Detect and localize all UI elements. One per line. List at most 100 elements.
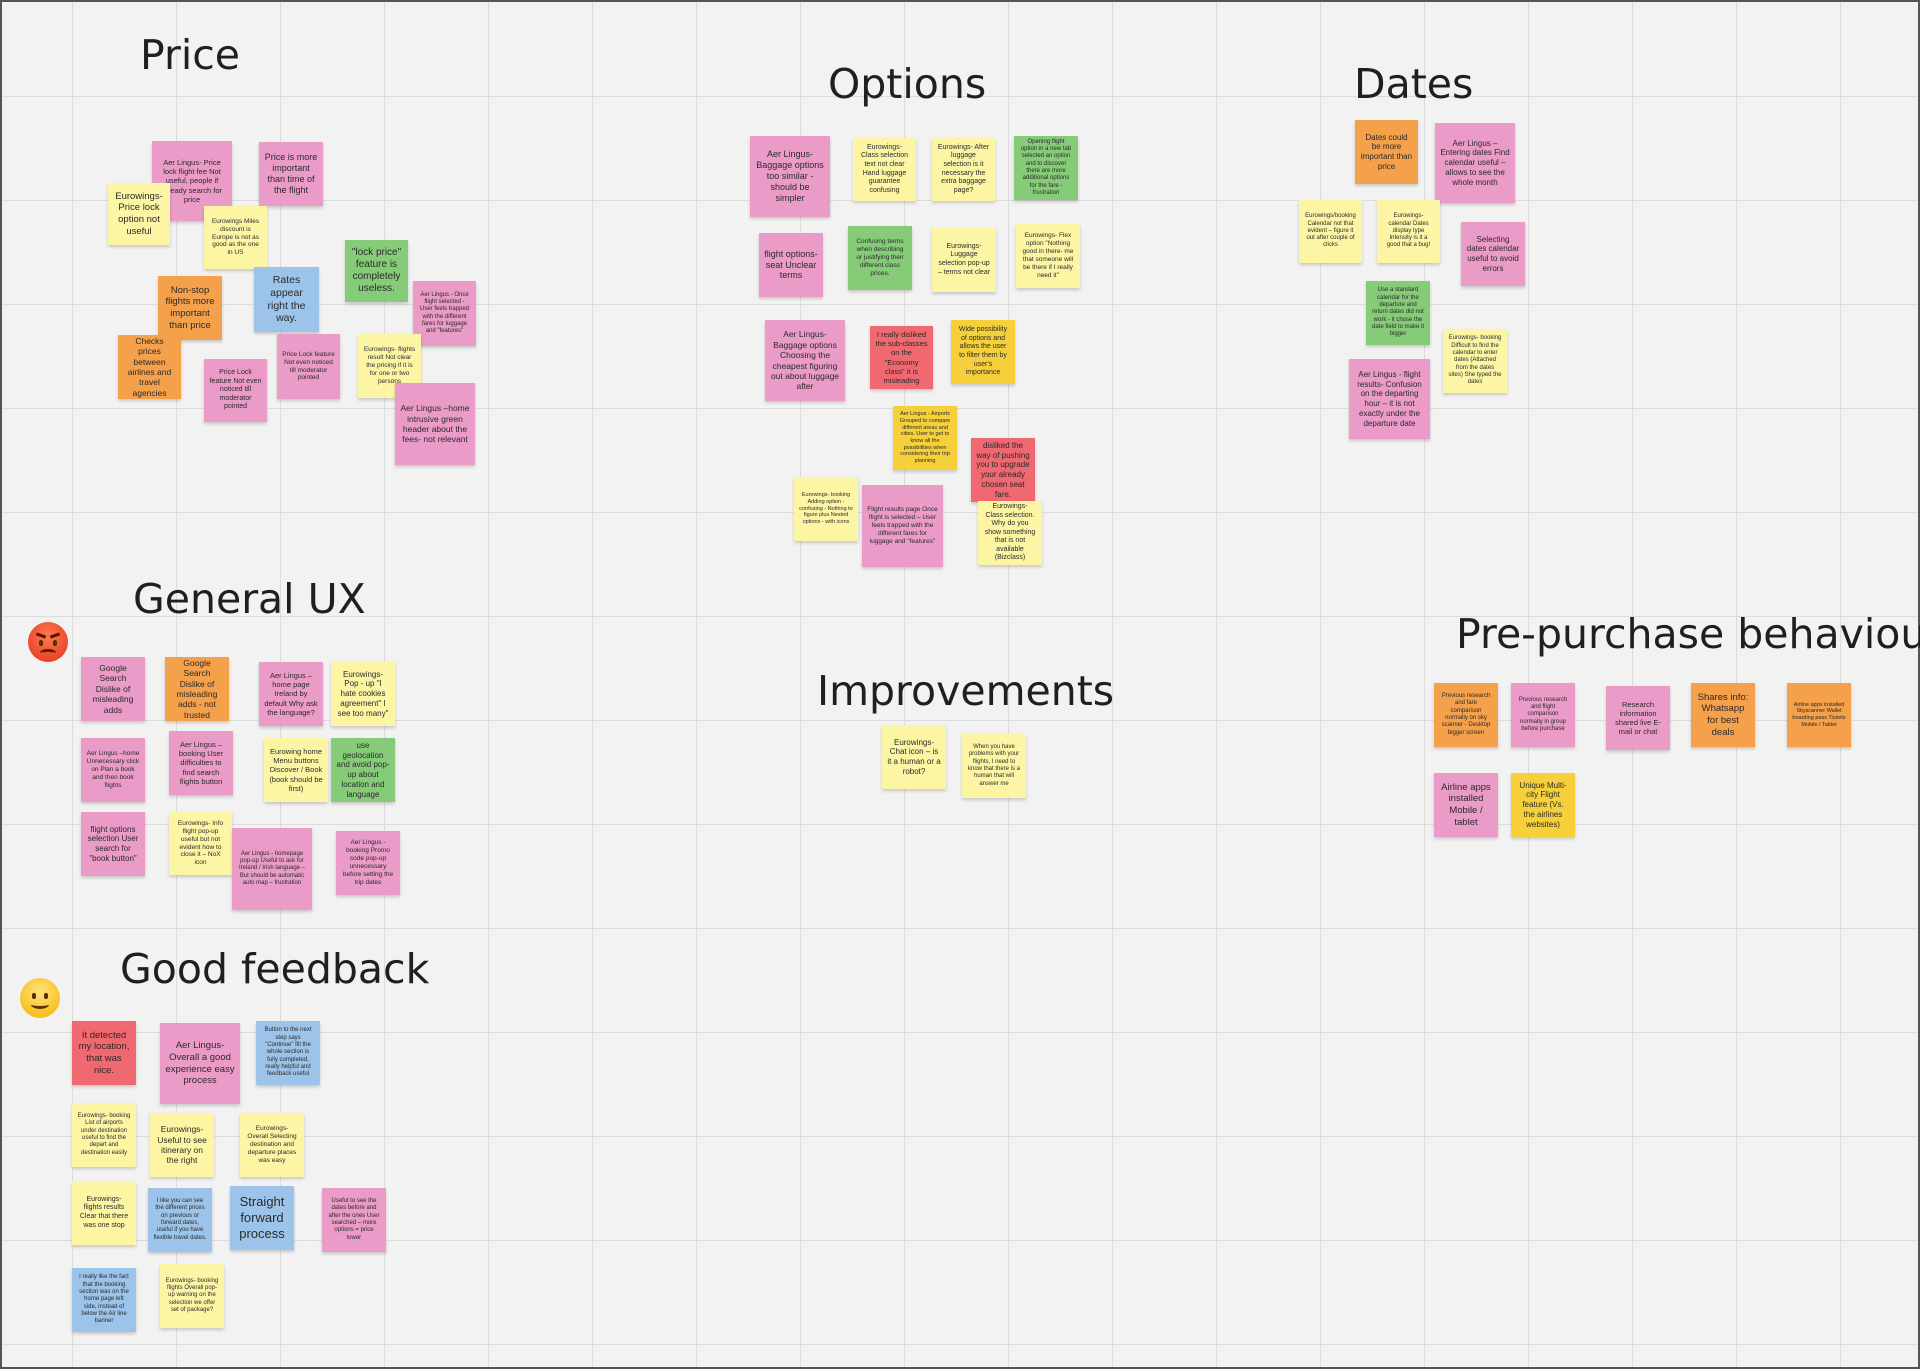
note-dates-3[interactable]: Eurowings/booking Calendar not that evid… — [1299, 200, 1362, 263]
note-options-16[interactable]: Eurowings- Class selection. Why do you s… — [978, 501, 1042, 565]
note-ux-9[interactable]: flight options selection User search for… — [81, 812, 145, 876]
note-text: Checks prices between airlines and trave… — [127, 335, 172, 398]
note-ux-12[interactable]: Aer Lingus - booking Promo code pop-up u… — [336, 831, 400, 895]
note-text: Eurowings- Useful to see itinerary on th… — [157, 1124, 207, 1166]
note-text: Eurowings- Price lock option not useful — [115, 190, 163, 237]
note-pre-5[interactable]: Airline apps installed Skyscanner Wallet… — [1787, 683, 1851, 747]
note-price-13[interactable]: Aer Lingus –home intrusive green header … — [395, 383, 475, 465]
note-text: Eurowings- calendar Dates display type I… — [1386, 213, 1431, 249]
note-price-10[interactable]: Price Lock feature Not even noticed till… — [204, 359, 267, 422]
note-dates-5[interactable]: Selecting dates calendar useful to avoid… — [1461, 222, 1525, 286]
note-improve-1[interactable]: Eurowings- Chat icon – is it a human or … — [882, 725, 946, 789]
note-text: Eurowing home Menu buttons Discover / Bo… — [269, 747, 323, 793]
note-price-3[interactable]: Eurowings- Price lock option not useful — [108, 183, 170, 245]
note-ux-5[interactable]: Aer Lingus –home Unnecessary click on Pl… — [81, 738, 145, 802]
note-text: Button to the next step says "Continue" … — [264, 1027, 312, 1078]
note-ux-6[interactable]: Aer Lingus – booking User difficulties t… — [169, 731, 233, 795]
note-text: Eurowings- Class selection text not clea… — [860, 143, 909, 194]
note-options-10[interactable]: I really disliked the sub-classes on the… — [870, 326, 933, 389]
note-options-2[interactable]: Eurowings- Class selection text not clea… — [853, 138, 916, 201]
note-ux-10[interactable]: Eurowings- Info flight pop-up useful but… — [169, 812, 232, 875]
note-options-8[interactable]: Eurowings- Flex option "Nothing good in … — [1016, 224, 1080, 288]
note-good-3[interactable]: Button to the next step says "Continue" … — [256, 1021, 320, 1085]
angry-face-icon — [28, 622, 68, 662]
note-text: Confusing terms when describing or justi… — [856, 238, 904, 277]
note-text: Aer Lingus – booking User difficulties t… — [178, 740, 224, 786]
note-options-6[interactable]: Confusing terms when describing or justi… — [848, 226, 912, 290]
note-text: use geolocation and avoid pop-up about l… — [336, 740, 390, 799]
note-text: Eurowings- Flex option "Nothing good in … — [1022, 232, 1074, 279]
note-price-6[interactable]: Non-stop flights more important than pri… — [158, 276, 222, 340]
note-good-12[interactable]: Eurowings- booking flights Overall pop-u… — [160, 1264, 224, 1328]
note-text: Eurowings- After luggage selection is it… — [937, 143, 990, 194]
heading-good-feedback: Good feedback — [120, 945, 430, 993]
note-options-5[interactable]: flight options- seat Unclear terms — [759, 233, 823, 297]
note-options-15[interactable]: Flight results page Once flight is selec… — [862, 485, 943, 567]
note-options-1[interactable]: Aer Lingus- Baggage options too similar … — [750, 136, 830, 217]
note-ux-8[interactable]: use geolocation and avoid pop-up about l… — [331, 738, 395, 802]
note-good-1[interactable]: It detected my location, that was nice. — [72, 1021, 136, 1085]
note-options-3[interactable]: Eurowings- After luggage selection is it… — [932, 138, 995, 201]
note-good-5[interactable]: Eurowings- Useful to see itinerary on th… — [150, 1113, 214, 1177]
note-text: Eurowings- booking Difficult to find the… — [1448, 335, 1502, 386]
note-text: Price Lock feature Not even noticed till… — [209, 369, 262, 411]
note-ux-7[interactable]: Eurowing home Menu buttons Discover / Bo… — [264, 738, 328, 802]
note-good-7[interactable]: Eurowings- flights results Clear that th… — [72, 1181, 136, 1245]
note-text: Aer Lingus- Baggage options too similar … — [756, 149, 824, 203]
note-pre-2[interactable]: Previous research and flight comparison … — [1511, 683, 1575, 747]
note-text: Eurowings- Luggage selection pop-up – te… — [937, 242, 991, 276]
note-pre-7[interactable]: Unique Multi-city Flight feature (Vs. th… — [1511, 773, 1575, 837]
note-dates-2[interactable]: Aer Lingus –Entering dates Find calendar… — [1435, 123, 1515, 203]
note-ux-11[interactable]: Aer Lingus - homepage pop-up Useful to a… — [232, 828, 312, 910]
note-pre-1[interactable]: Previous research and fare comparison no… — [1434, 683, 1498, 747]
note-text: Aer Lingus - flight results- Confusion o… — [1357, 369, 1422, 428]
note-pre-6[interactable]: Airline apps installed Mobile / tablet — [1434, 773, 1498, 837]
note-text: Eurowings- Class selection. Why do you s… — [984, 503, 1036, 562]
note-dates-4[interactable]: Eurowings- calendar Dates display type I… — [1377, 200, 1440, 263]
note-ux-2[interactable]: Google Search Dislike of misleading adds… — [165, 657, 229, 721]
note-options-7[interactable]: Eurowings- Luggage selection pop-up – te… — [932, 228, 996, 292]
note-text: Useful to see the dates before and after… — [328, 1198, 380, 1241]
note-text: Eurowings- booking flights Overall pop-u… — [165, 1277, 219, 1313]
note-price-2[interactable]: Price is more important than time of the… — [259, 142, 323, 206]
note-price-4[interactable]: Eurowings Miles discount is Europe is no… — [204, 206, 267, 269]
note-ux-4[interactable]: Eurowings- Pop - up "I hate cookies agre… — [331, 662, 395, 726]
note-pre-4[interactable]: Shares info: Whatsapp for best deals — [1691, 683, 1755, 747]
note-text: Non-stop flights more important than pri… — [165, 284, 215, 331]
note-pre-3[interactable]: Research information shared live E-mail … — [1606, 686, 1670, 750]
note-price-11[interactable]: Price Lock feature Not even noticed till… — [277, 334, 340, 399]
note-text: Aer Lingus- Overall a good experience ea… — [165, 1040, 235, 1087]
note-options-14[interactable]: Eurowings- booking Adding option - confu… — [794, 477, 858, 541]
heading-options: Options — [828, 60, 987, 108]
note-good-9[interactable]: Straight forward process — [230, 1186, 294, 1250]
note-text: Aer Lingus- Baggage options Choosing the… — [770, 329, 840, 392]
note-text: Eurowings- flights result Not clear the … — [363, 346, 416, 385]
note-good-6[interactable]: Eurowings- Overall Selecting destination… — [240, 1113, 304, 1177]
note-ux-3[interactable]: Aer Lingus – home page Ireland by defaul… — [259, 662, 323, 726]
note-dates-7[interactable]: Eurowings- booking Difficult to find the… — [1443, 329, 1507, 393]
note-options-9[interactable]: Aer Lingus- Baggage options Choosing the… — [765, 320, 845, 401]
note-dates-6[interactable]: Use a standard calendar for the departur… — [1366, 281, 1430, 345]
note-good-11[interactable]: I really like the fact that the booking … — [72, 1268, 136, 1332]
note-text: "lock price" feature is completely usele… — [351, 246, 402, 295]
note-good-8[interactable]: I like you can see the different prices … — [148, 1188, 212, 1252]
note-price-8[interactable]: Aer Lingus - Once flight selected - User… — [413, 281, 476, 346]
note-dates-8[interactable]: Aer Lingus - flight results- Confusion o… — [1349, 359, 1430, 439]
note-good-4[interactable]: Eurowings- booking List of airports unde… — [72, 1103, 136, 1167]
note-price-5[interactable]: "lock price" feature is completely usele… — [345, 240, 408, 302]
note-text: Selecting dates calendar useful to avoid… — [1466, 234, 1520, 273]
note-price-9[interactable]: Checks prices between airlines and trave… — [118, 335, 181, 399]
note-improve-2[interactable]: When you have problems with your flights… — [962, 734, 1026, 798]
note-text: Straight forward process — [239, 1194, 285, 1241]
note-ux-1[interactable]: Google Search Dislike of misleading adds — [81, 657, 145, 721]
note-options-13[interactable]: disliked the way of pushing you to upgra… — [971, 438, 1035, 502]
note-text: Eurowings- booking Adding option - confu… — [799, 492, 853, 526]
note-options-4[interactable]: Opening flight option in a new tab selec… — [1014, 136, 1078, 200]
note-good-10[interactable]: Useful to see the dates before and after… — [322, 1188, 386, 1252]
note-options-11[interactable]: Wide possibility of options and allows t… — [951, 320, 1015, 384]
note-good-2[interactable]: Aer Lingus- Overall a good experience ea… — [160, 1023, 240, 1104]
note-price-7[interactable]: Rates appear right the way. — [254, 267, 319, 332]
note-options-12[interactable]: Aer Lingus - Airports Grouped to compare… — [893, 406, 957, 470]
note-dates-1[interactable]: Dates could be more important than price — [1355, 120, 1418, 184]
